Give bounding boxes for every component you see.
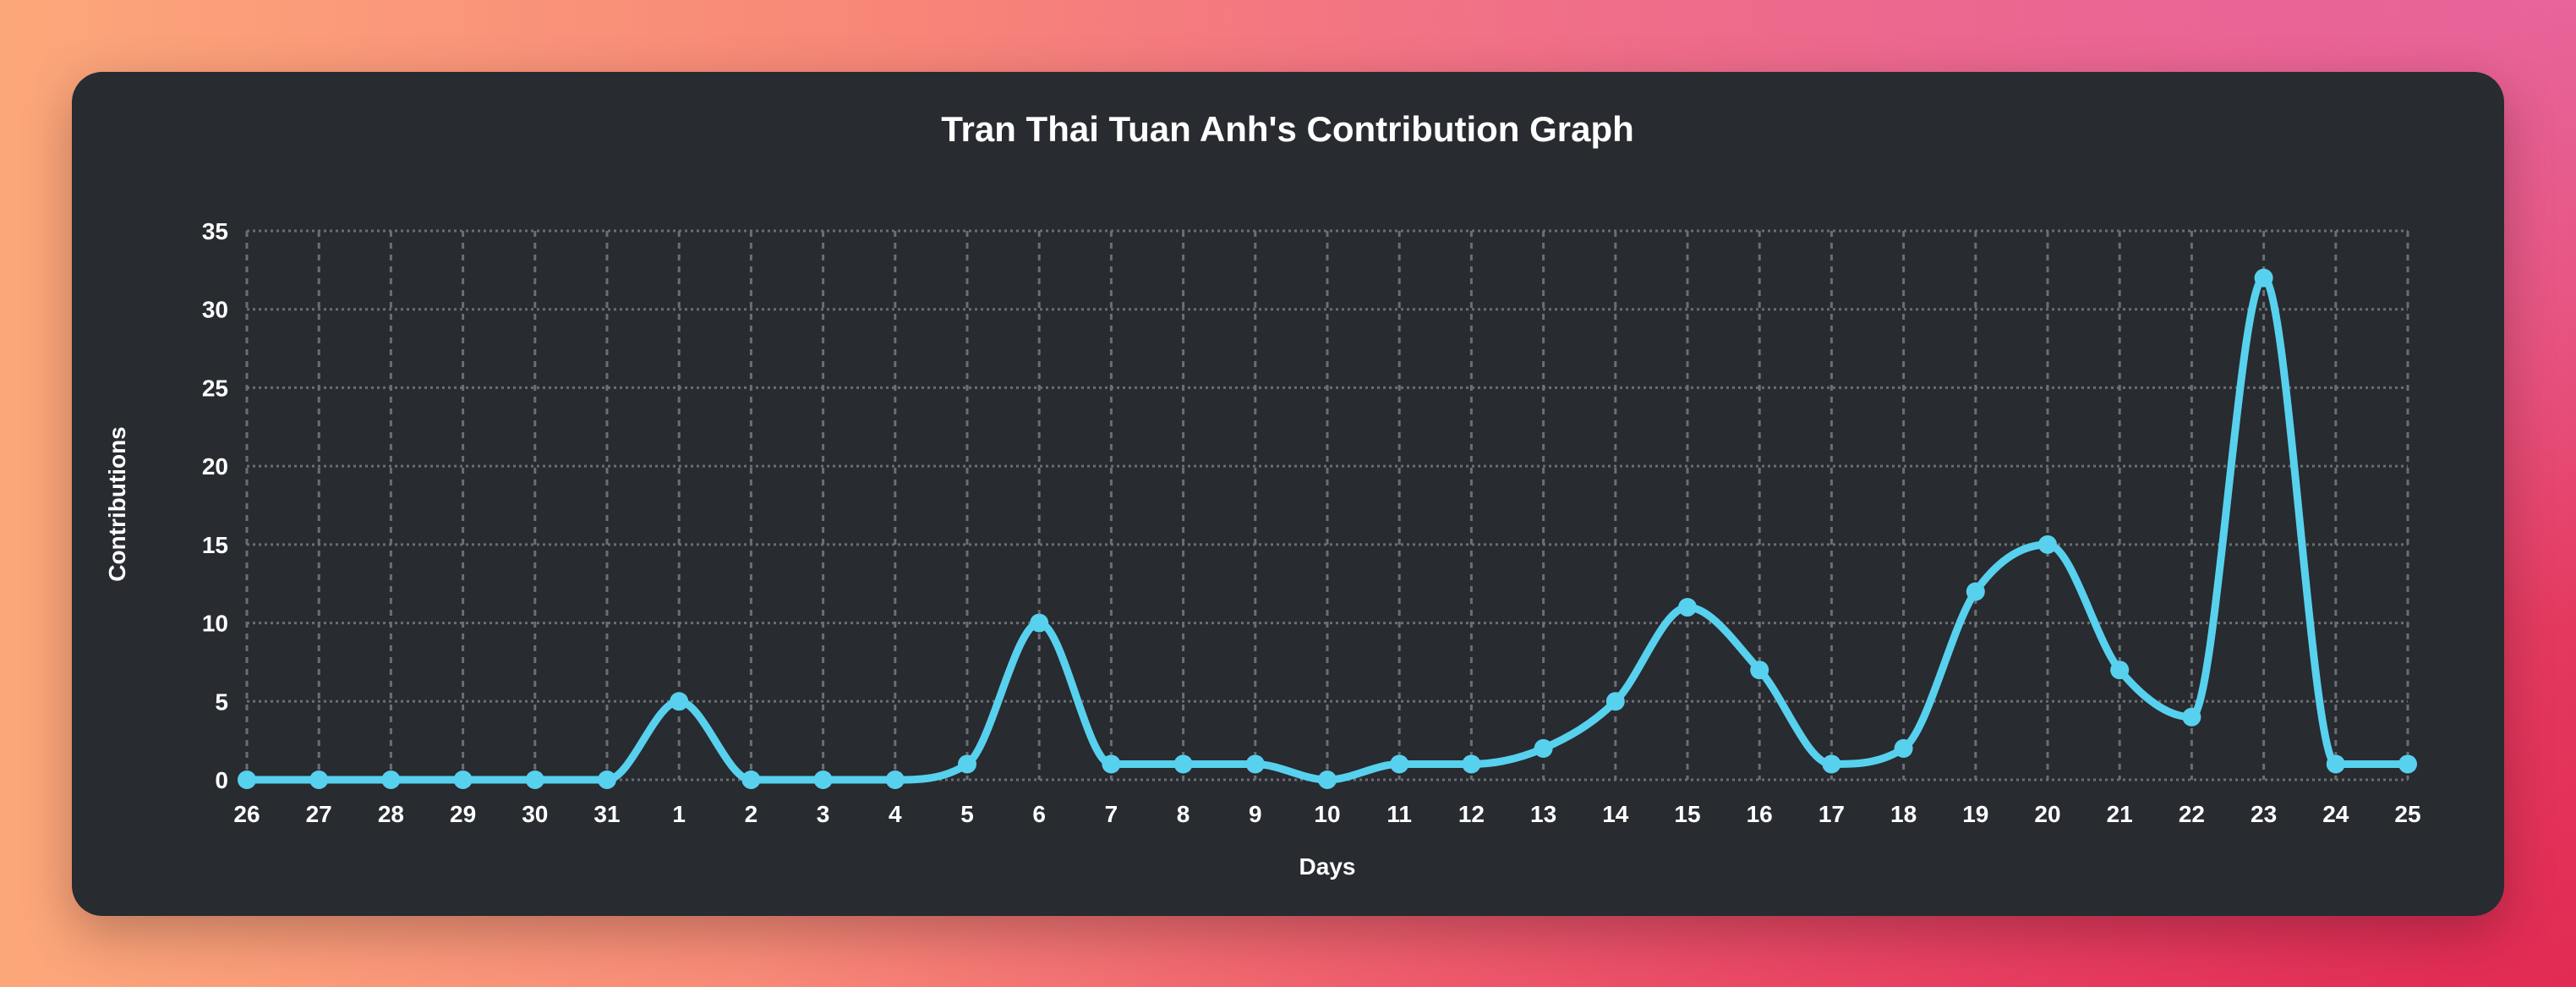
y-tick-label: 30 — [202, 297, 228, 323]
y-tick-label: 0 — [215, 767, 228, 793]
x-tick-label: 2 — [745, 801, 758, 827]
x-tick-label: 16 — [1747, 801, 1773, 827]
x-tick-label: 18 — [1890, 801, 1917, 827]
x-axis-label: Days — [1299, 853, 1356, 880]
x-tick-label: 25 — [2394, 801, 2420, 827]
x-tick-label: 11 — [1386, 801, 1412, 827]
data-point — [1966, 582, 1985, 601]
x-tick-label: 5 — [960, 801, 974, 827]
data-point — [1102, 754, 1121, 774]
x-tick-label: 22 — [2179, 801, 2205, 827]
x-tick-label: 23 — [2251, 801, 2277, 827]
y-tick-label: 20 — [202, 453, 228, 480]
data-point — [1390, 754, 1409, 774]
y-tick-label: 5 — [215, 688, 228, 715]
data-point — [598, 770, 616, 789]
x-tick-labels: 26 27 28 29 30 31 1 2 3 4 5 6 7 8 9 10 11 12 13 14 15 16 17 18 1… — [233, 801, 2420, 827]
x-tick-label: 8 — [1177, 801, 1190, 827]
x-tick-label: 30 — [522, 801, 548, 827]
x-tick-label: 15 — [1674, 801, 1700, 827]
data-point — [1605, 692, 1625, 711]
y-axis-label: Contributions — [104, 426, 130, 582]
data-point — [1750, 661, 1769, 680]
x-tick-label: 28 — [378, 801, 404, 827]
series-contributions — [238, 268, 2417, 789]
x-tick-label: 19 — [1962, 801, 1988, 827]
data-point — [1030, 613, 1049, 633]
x-tick-label: 29 — [450, 801, 476, 827]
data-point — [813, 770, 833, 789]
grid — [245, 229, 2409, 781]
x-tick-label: 26 — [233, 801, 260, 827]
data-point — [1894, 738, 1913, 758]
series-line — [247, 274, 2408, 784]
x-tick-label: 27 — [306, 801, 332, 827]
data-point — [958, 754, 976, 774]
data-point — [2326, 754, 2345, 774]
data-point — [2038, 535, 2057, 554]
y-tick-labels: 0 5 10 15 20 25 30 35 — [202, 218, 228, 793]
x-tick-label: 1 — [672, 801, 686, 827]
x-tick-label: 21 — [2107, 801, 2133, 827]
data-point — [381, 770, 401, 789]
x-tick-label: 9 — [1249, 801, 1262, 827]
x-tick-label: 10 — [1314, 801, 1340, 827]
x-tick-label: 17 — [1819, 801, 1845, 827]
data-point — [453, 770, 473, 789]
data-point — [1534, 738, 1553, 758]
y-tick-label: 10 — [202, 611, 228, 637]
data-point — [1245, 754, 1265, 774]
data-point — [238, 770, 256, 789]
data-point — [670, 692, 689, 711]
y-tick-label: 25 — [202, 375, 228, 401]
x-tick-label: 6 — [1032, 801, 1046, 827]
x-tick-label: 20 — [2034, 801, 2060, 827]
data-point — [2110, 661, 2130, 680]
data-point — [1318, 770, 1337, 789]
data-point — [2254, 268, 2273, 288]
y-tick-label: 15 — [202, 532, 228, 558]
data-point — [2398, 754, 2417, 774]
data-point — [1173, 754, 1193, 774]
x-tick-label: 12 — [1458, 801, 1485, 827]
x-tick-label: 7 — [1105, 801, 1118, 827]
x-tick-label: 31 — [593, 801, 620, 827]
data-point — [885, 770, 905, 789]
x-tick-label: 13 — [1530, 801, 1556, 827]
data-point — [741, 770, 761, 789]
x-tick-label: 24 — [2322, 801, 2349, 827]
y-tick-label: 35 — [202, 218, 228, 244]
data-point — [2182, 707, 2201, 727]
x-tick-label: 3 — [817, 801, 830, 827]
x-tick-label: 4 — [889, 801, 902, 827]
chart-title: Tran Thai Tuan Anh's Contribution Graph — [941, 109, 1634, 149]
data-point — [1822, 754, 1841, 774]
data-point — [1678, 598, 1697, 617]
data-point — [309, 770, 329, 789]
data-point — [1462, 754, 1481, 774]
chart-card — [72, 72, 2504, 916]
x-tick-label: 14 — [1602, 801, 1629, 827]
data-point — [525, 770, 544, 789]
